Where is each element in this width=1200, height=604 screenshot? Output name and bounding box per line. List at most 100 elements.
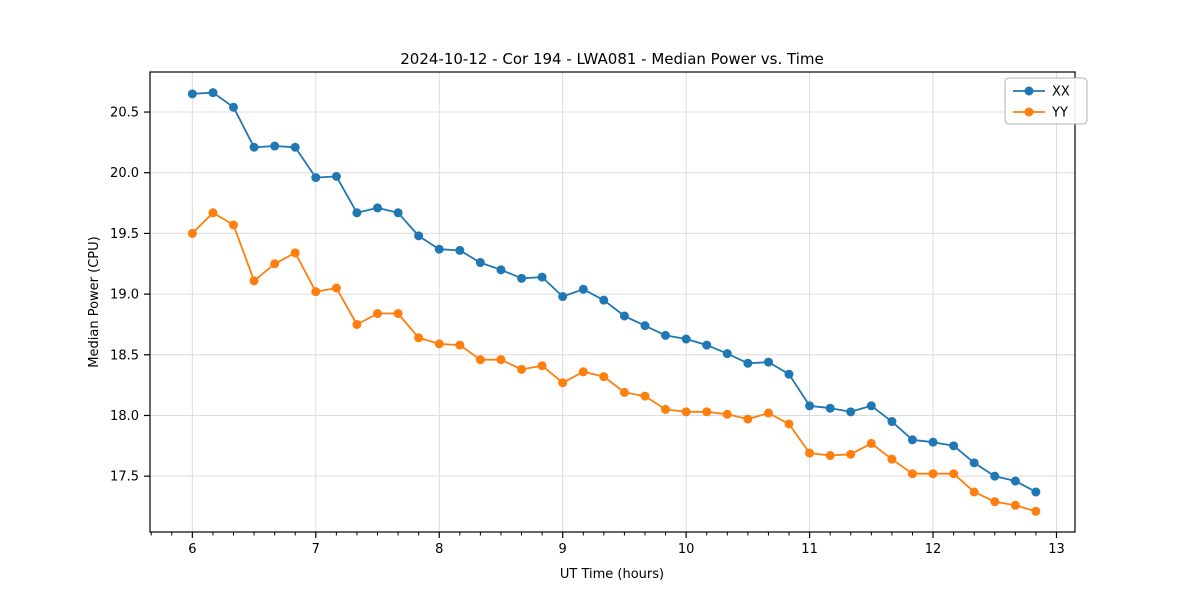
data-point-XX xyxy=(352,208,362,218)
data-point-XX xyxy=(373,203,383,213)
tick-layer: 6 7 8 9 10 11 12 13 17.5 18.0 18.5 19.0 19.5 20.0 20.5 xyxy=(110,106,1065,557)
y-axis-label: Median Power (CPU) xyxy=(87,236,102,367)
x-tick-label: 12 xyxy=(925,542,942,557)
data-point-YY xyxy=(331,283,341,293)
data-point-XX xyxy=(661,330,671,340)
data-point-XX xyxy=(187,89,197,99)
data-point-XX xyxy=(455,245,465,255)
data-point-XX xyxy=(969,458,979,468)
data-point-YY xyxy=(434,339,444,349)
data-point-XX xyxy=(311,173,321,183)
x-tick-label: 8 xyxy=(435,542,443,557)
legend-box xyxy=(1004,77,1088,125)
data-point-YY xyxy=(599,372,609,382)
data-point-XX xyxy=(1031,487,1041,497)
data-point-YY xyxy=(661,404,671,414)
data-point-XX xyxy=(763,357,773,367)
data-point-XX xyxy=(990,471,1000,481)
data-point-XX xyxy=(208,88,218,98)
legend-marker-YY xyxy=(1024,107,1034,117)
data-point-YY xyxy=(702,407,712,417)
y-tick-label: 19.0 xyxy=(110,288,139,303)
data-point-XX xyxy=(949,441,959,451)
data-point-XX xyxy=(228,102,238,112)
data-point-XX xyxy=(866,401,876,411)
data-point-YY xyxy=(187,228,197,238)
data-point-XX xyxy=(907,435,917,445)
data-point-YY xyxy=(681,407,691,417)
data-point-XX xyxy=(784,369,794,379)
x-tick-label: 10 xyxy=(678,542,695,557)
data-point-XX xyxy=(414,231,424,241)
data-point-XX xyxy=(825,403,835,413)
data-point-YY xyxy=(1031,506,1041,516)
data-point-XX xyxy=(249,142,259,152)
data-point-XX xyxy=(640,321,650,331)
legend: XX YY xyxy=(1004,77,1088,125)
data-point-YY xyxy=(311,287,321,297)
y-tick-label: 20.0 xyxy=(110,166,139,181)
data-point-YY xyxy=(537,361,547,371)
x-tick-label: 13 xyxy=(1048,542,1065,557)
data-point-YY xyxy=(352,319,362,329)
data-point-YY xyxy=(578,367,588,377)
data-point-YY xyxy=(825,451,835,461)
data-point-YY xyxy=(949,469,959,479)
data-point-YY xyxy=(373,309,383,319)
data-point-YY xyxy=(907,469,917,479)
data-point-XX xyxy=(517,273,527,283)
data-point-XX xyxy=(805,401,815,411)
plot-border xyxy=(149,71,1076,533)
y-tick-label: 17.5 xyxy=(110,470,139,485)
data-point-XX xyxy=(619,311,629,321)
x-tick-label: 7 xyxy=(312,542,320,557)
data-point-YY xyxy=(393,309,403,319)
data-point-YY xyxy=(558,378,568,388)
data-point-YY xyxy=(866,438,876,448)
data-point-YY xyxy=(1010,500,1020,510)
data-point-XX xyxy=(475,258,485,268)
data-point-YY xyxy=(619,387,629,397)
series-line-YY xyxy=(191,211,1037,513)
data-point-XX xyxy=(928,437,938,447)
legend-label-XX: XX xyxy=(1052,85,1070,100)
x-tick-label: 6 xyxy=(188,542,196,557)
data-point-XX xyxy=(496,265,506,275)
data-point-YY xyxy=(475,355,485,365)
chart-title: 2024-10-12 - Cor 194 - LWA081 - Median P… xyxy=(400,50,824,68)
data-point-YY xyxy=(887,454,897,464)
data-series-layer xyxy=(187,88,1041,516)
data-point-YY xyxy=(517,364,527,374)
data-point-YY xyxy=(228,220,238,230)
x-tick-label: 9 xyxy=(559,542,567,557)
data-point-YY xyxy=(249,276,259,286)
data-point-XX xyxy=(290,142,300,152)
data-point-XX xyxy=(722,349,732,359)
legend-marker-XX xyxy=(1024,86,1034,96)
data-point-XX xyxy=(558,292,568,302)
data-point-XX xyxy=(1010,476,1020,486)
data-point-XX xyxy=(537,272,547,282)
data-point-YY xyxy=(990,497,1000,507)
data-point-YY xyxy=(928,469,938,479)
data-point-YY xyxy=(290,248,300,258)
data-point-XX xyxy=(887,417,897,427)
data-point-XX xyxy=(681,334,691,344)
data-point-XX xyxy=(434,244,444,254)
data-point-YY xyxy=(969,487,979,497)
data-point-YY xyxy=(270,259,280,269)
data-point-XX xyxy=(702,340,712,350)
data-point-YY xyxy=(784,419,794,429)
data-point-YY xyxy=(743,414,753,424)
y-tick-label: 18.0 xyxy=(110,409,139,424)
grid-layer xyxy=(150,72,1075,532)
data-point-YY xyxy=(414,333,424,343)
data-point-XX xyxy=(846,407,856,417)
data-point-XX xyxy=(578,284,588,294)
data-point-YY xyxy=(722,409,732,419)
data-point-YY xyxy=(763,408,773,418)
data-point-YY xyxy=(496,355,506,365)
y-tick-label: 19.5 xyxy=(110,227,139,242)
data-point-YY xyxy=(208,208,218,218)
